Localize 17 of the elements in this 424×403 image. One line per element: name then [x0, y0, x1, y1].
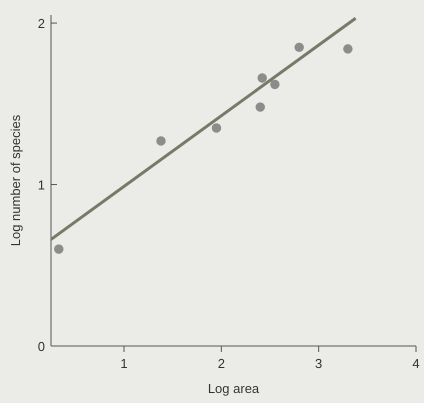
y-axis-title: Log number of species: [8, 114, 23, 246]
point: [294, 42, 304, 52]
y-tick-label: 1: [38, 178, 45, 193]
point: [212, 123, 222, 133]
x-tick-label: 3: [315, 356, 322, 371]
point: [257, 73, 267, 83]
x-tick-label: 4: [412, 356, 420, 371]
x-axis-title: Log area: [208, 381, 260, 396]
y-tick-label: 0: [38, 339, 45, 354]
y-tick-label: 2: [38, 16, 45, 32]
point: [270, 80, 280, 90]
point: [256, 102, 265, 112]
point: [343, 44, 353, 54]
x-tick-label: 2: [218, 356, 225, 371]
x-tick-label: 1: [120, 356, 128, 371]
point: [54, 244, 64, 254]
point: [156, 136, 166, 146]
